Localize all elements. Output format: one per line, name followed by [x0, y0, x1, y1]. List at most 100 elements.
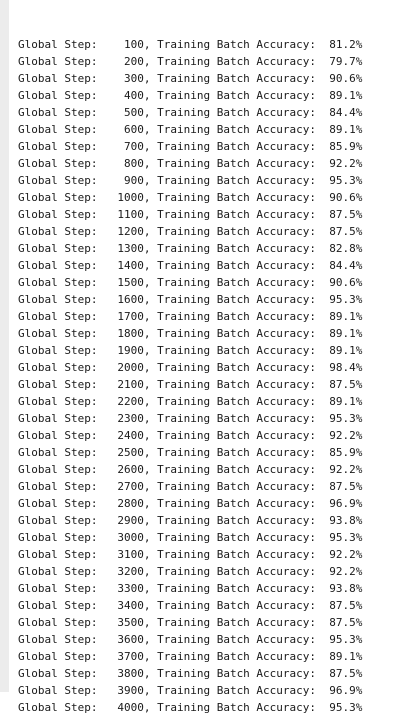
separator: ,: [143, 378, 151, 391]
step-value: 2200: [117, 395, 144, 408]
log-line: Global Step: 3700, Training Batch Accura…: [18, 648, 398, 665]
separator: ,: [143, 106, 151, 119]
metric-label: Training Batch Accuracy:: [157, 667, 317, 680]
separator: ,: [143, 463, 151, 476]
step-label: Global Step:: [18, 650, 98, 663]
accuracy-value: 87.5%: [329, 599, 363, 612]
separator: ,: [143, 38, 151, 51]
step-label: Global Step:: [18, 497, 98, 510]
log-line: Global Step: 2300, Training Batch Accura…: [18, 410, 398, 427]
metric-label: Training Batch Accuracy:: [157, 276, 317, 289]
separator: ,: [143, 616, 151, 629]
metric-label: Training Batch Accuracy:: [157, 72, 317, 85]
step-label: Global Step:: [18, 582, 98, 595]
separator: ,: [143, 701, 151, 714]
log-line: Global Step: 3400, Training Batch Accura…: [18, 597, 398, 614]
separator: ,: [143, 55, 151, 68]
separator: ,: [143, 599, 151, 612]
accuracy-value: 98.4%: [329, 361, 363, 374]
metric-label: Training Batch Accuracy:: [157, 395, 317, 408]
step-label: Global Step:: [18, 616, 98, 629]
accuracy-value: 87.5%: [329, 225, 363, 238]
log-line: Global Step: 2600, Training Batch Accura…: [18, 461, 398, 478]
step-value: 2000: [117, 361, 144, 374]
separator: ,: [143, 633, 151, 646]
metric-label: Training Batch Accuracy:: [157, 565, 317, 578]
log-line: Global Step: 4000, Training Batch Accura…: [18, 699, 398, 716]
accuracy-value: 93.8%: [329, 514, 363, 527]
step-value: 3100: [117, 548, 144, 561]
metric-label: Training Batch Accuracy:: [157, 106, 317, 119]
metric-label: Training Batch Accuracy:: [157, 514, 317, 527]
step-value: 600: [123, 123, 144, 136]
log-line: Global Step: 1900, Training Batch Accura…: [18, 342, 398, 359]
metric-label: Training Batch Accuracy:: [157, 89, 317, 102]
step-label: Global Step:: [18, 429, 98, 442]
separator: ,: [143, 140, 151, 153]
separator: ,: [143, 259, 151, 272]
separator: ,: [143, 582, 151, 595]
step-label: Global Step:: [18, 310, 98, 323]
separator: ,: [143, 565, 151, 578]
accuracy-value: 90.6%: [329, 191, 363, 204]
step-label: Global Step:: [18, 327, 98, 340]
accuracy-value: 95.3%: [329, 412, 363, 425]
log-line: Global Step: 800, Training Batch Accurac…: [18, 155, 398, 172]
accuracy-value: 87.5%: [329, 480, 363, 493]
separator: ,: [143, 310, 151, 323]
separator: ,: [143, 412, 151, 425]
log-line: Global Step: 2100, Training Batch Accura…: [18, 376, 398, 393]
log-line: Global Step: 2700, Training Batch Accura…: [18, 478, 398, 495]
step-value: 2500: [117, 446, 144, 459]
accuracy-value: 89.1%: [329, 344, 363, 357]
log-line: Global Step: 3800, Training Batch Accura…: [18, 665, 398, 682]
separator: ,: [143, 191, 151, 204]
accuracy-value: 87.5%: [329, 616, 363, 629]
step-label: Global Step:: [18, 242, 98, 255]
step-value: 1000: [117, 191, 144, 204]
metric-label: Training Batch Accuracy:: [157, 480, 317, 493]
step-label: Global Step:: [18, 684, 98, 697]
metric-label: Training Batch Accuracy:: [157, 429, 317, 442]
step-value: 1600: [117, 293, 144, 306]
step-label: Global Step:: [18, 701, 98, 714]
step-value: 3500: [117, 616, 144, 629]
accuracy-value: 96.9%: [329, 497, 363, 510]
accuracy-value: 85.9%: [329, 446, 363, 459]
separator: ,: [143, 89, 151, 102]
step-value: 2800: [117, 497, 144, 510]
metric-label: Training Batch Accuracy:: [157, 225, 317, 238]
accuracy-value: 95.3%: [329, 293, 363, 306]
step-label: Global Step:: [18, 548, 98, 561]
training-log-output: Global Step: 100, Training Batch Accurac…: [18, 2, 398, 716]
separator: ,: [143, 497, 151, 510]
log-line: Global Step: 1600, Training Batch Accura…: [18, 291, 398, 308]
log-line: Global Step: 1700, Training Batch Accura…: [18, 308, 398, 325]
step-label: Global Step:: [18, 531, 98, 544]
step-value: 700: [123, 140, 144, 153]
separator: ,: [143, 344, 151, 357]
separator: ,: [143, 395, 151, 408]
accuracy-value: 89.1%: [329, 123, 363, 136]
accuracy-value: 95.3%: [329, 701, 363, 714]
accuracy-value: 82.8%: [329, 242, 363, 255]
step-value: 900: [123, 174, 144, 187]
log-line: Global Step: 500, Training Batch Accurac…: [18, 104, 398, 121]
step-value: 1400: [117, 259, 144, 272]
separator: ,: [143, 531, 151, 544]
separator: ,: [143, 225, 151, 238]
step-label: Global Step:: [18, 378, 98, 391]
metric-label: Training Batch Accuracy:: [157, 344, 317, 357]
accuracy-value: 87.5%: [329, 667, 363, 680]
step-label: Global Step:: [18, 191, 98, 204]
step-value: 1800: [117, 327, 144, 340]
metric-label: Training Batch Accuracy:: [157, 174, 317, 187]
accuracy-value: 79.7%: [329, 55, 363, 68]
step-label: Global Step:: [18, 72, 98, 85]
separator: ,: [143, 361, 151, 374]
accuracy-value: 90.6%: [329, 72, 363, 85]
separator: ,: [143, 208, 151, 221]
separator: ,: [143, 684, 151, 697]
log-line: Global Step: 2200, Training Batch Accura…: [18, 393, 398, 410]
metric-label: Training Batch Accuracy:: [157, 633, 317, 646]
